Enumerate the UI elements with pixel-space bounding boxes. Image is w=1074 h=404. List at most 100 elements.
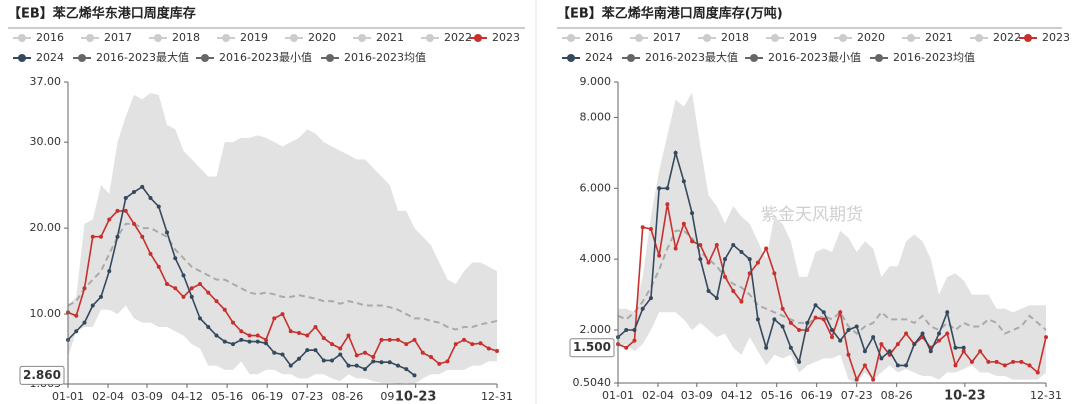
data-point [239,337,244,342]
data-point [895,342,900,347]
data-point [189,286,194,291]
chart-title: 【EB】苯乙烯华东港口周度库存 [8,6,196,22]
data-point [288,363,293,368]
legend-item: 2018 [698,31,749,44]
legend-label: 2016-2023均值 [344,51,426,64]
x-tick-label: 09 [380,390,394,403]
data-point [247,333,252,338]
data-point [156,204,161,209]
data-point [887,349,892,354]
x-tick-label: 05-16 [211,390,243,403]
data-point [772,271,777,276]
data-point [247,339,252,344]
data-point [189,294,194,299]
legend-icon-dot [975,34,983,42]
data-point [214,299,219,304]
data-point [148,251,153,256]
data-point [132,190,136,195]
data-point [681,179,686,184]
x-tick-label: 12-31 [1030,389,1062,402]
data-point [379,337,384,342]
data-point [640,225,645,230]
mean-line [67,222,498,331]
data-point [321,358,326,363]
data-point [255,339,260,344]
legend-label: 2024 [36,51,64,64]
data-point [99,234,103,239]
x-tick-label: 12-31 [481,390,513,403]
data-point [632,338,637,343]
data-point [264,341,268,346]
legend-item: 2016-2023最小值 [745,51,861,64]
data-point [961,349,966,354]
data-point [239,329,244,334]
data-point [272,316,277,321]
y-tick-label: 9.000 [580,75,612,88]
data-point [206,324,211,329]
y-tick-label: 4.000 [580,252,612,265]
legend-label: 2021 [925,31,953,44]
legend-label: 2016-2023均值 [893,51,975,64]
data-point [945,331,950,336]
data-point [338,346,343,351]
y-tick-label: 8.000 [580,110,612,123]
legend-icon-dot [326,54,334,62]
data-point [107,269,112,274]
data-point [862,349,867,354]
data-point [879,342,884,347]
legend-label: 2016-2023最小值 [768,51,861,64]
data-point [313,324,318,329]
data-point [90,234,95,239]
data-point [854,377,859,382]
data-point [780,324,785,329]
legend-item: 2020 [285,31,336,44]
data-point [937,331,941,336]
x-tick-label: 05-16 [761,389,793,402]
legend-item: 2016-2023均值 [870,51,975,64]
data-point [986,359,991,364]
data-point [231,342,235,347]
y-tick-label: 30.00 [30,135,62,148]
data-point [173,256,178,261]
legend-item: 2021 [902,31,953,44]
data-point [222,339,227,344]
data-point [755,260,760,265]
data-point [805,320,810,325]
legend-item: 2019 [217,31,268,44]
data-point [953,345,958,350]
data-point [624,327,629,332]
area-series [68,305,497,384]
legend-label: 2021 [376,31,404,44]
data-point [115,234,120,239]
data-point [1002,363,1007,368]
data-point [871,335,876,340]
data-point [920,331,925,336]
data-point [862,363,867,368]
data-point [74,329,79,334]
legend-label: 2022 [444,31,472,44]
area-series [68,93,497,385]
y-tick-label: 6.000 [580,181,612,194]
legend-label: 2018 [172,31,200,44]
data-point [830,335,834,340]
data-point [231,320,235,325]
data-point [123,208,128,213]
data-point [821,310,826,315]
legend-label: 2016-2023最小值 [219,51,312,64]
data-point [140,234,145,239]
data-point [665,202,670,207]
data-point [379,360,384,365]
data-point [871,377,876,382]
data-point [673,246,678,251]
legend-item: 2020 [834,31,885,44]
data-point [363,367,367,372]
data-point [82,286,87,291]
data-point [994,359,999,364]
data-point [346,333,351,338]
legend-icon-dot [627,54,635,62]
data-point [764,246,769,251]
data-point [797,327,802,332]
x-tick-label: 07-23 [841,389,873,402]
legend-item: 2018 [149,31,200,44]
legend-label: 2018 [721,31,749,44]
